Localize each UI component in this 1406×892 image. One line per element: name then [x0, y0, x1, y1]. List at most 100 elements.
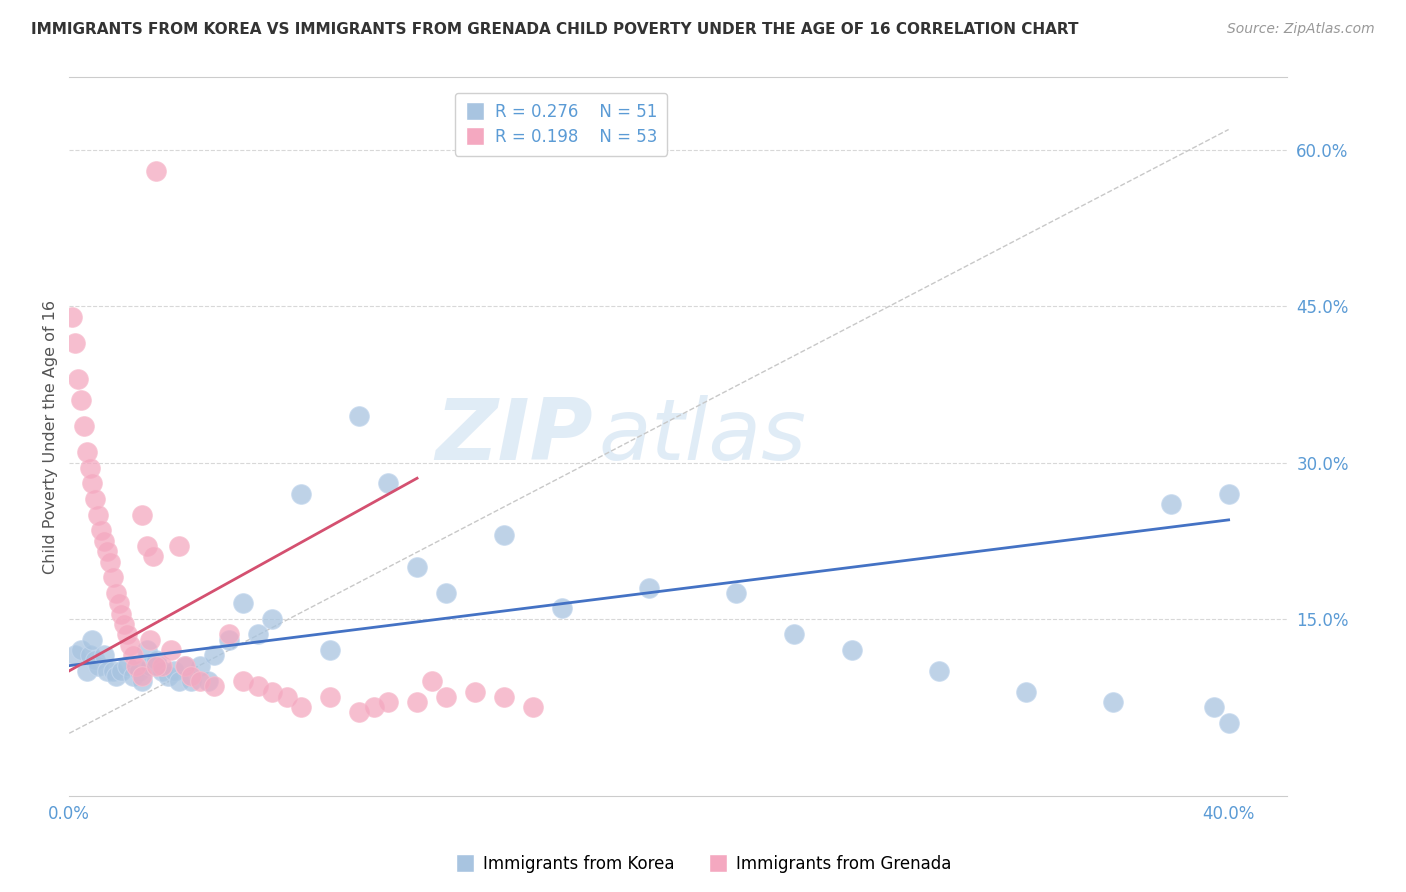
- Point: [928, 664, 950, 678]
- Point: [290, 700, 312, 714]
- Point: [262, 612, 284, 626]
- Point: [180, 669, 202, 683]
- Point: [87, 508, 110, 522]
- Point: [1160, 497, 1182, 511]
- Point: [232, 674, 254, 689]
- Text: ZIP: ZIP: [434, 395, 593, 478]
- Point: [406, 559, 429, 574]
- Legend: Immigrants from Korea, Immigrants from Grenada: Immigrants from Korea, Immigrants from G…: [449, 848, 957, 880]
- Point: [93, 648, 115, 663]
- Point: [1101, 695, 1123, 709]
- Point: [112, 617, 135, 632]
- Text: atlas: atlas: [599, 395, 807, 478]
- Point: [136, 643, 159, 657]
- Point: [246, 627, 269, 641]
- Point: [420, 674, 443, 689]
- Point: [122, 648, 145, 663]
- Point: [783, 627, 806, 641]
- Point: [76, 445, 98, 459]
- Point: [125, 658, 148, 673]
- Point: [120, 638, 142, 652]
- Point: [96, 544, 118, 558]
- Point: [347, 409, 370, 423]
- Point: [115, 627, 138, 641]
- Point: [363, 700, 385, 714]
- Point: [262, 684, 284, 698]
- Point: [377, 695, 399, 709]
- Point: [492, 690, 515, 704]
- Point: [98, 555, 121, 569]
- Y-axis label: Child Poverty Under the Age of 16: Child Poverty Under the Age of 16: [44, 300, 58, 574]
- Point: [145, 164, 167, 178]
- Point: [232, 596, 254, 610]
- Point: [841, 643, 863, 657]
- Point: [180, 674, 202, 689]
- Point: [174, 658, 197, 673]
- Point: [1218, 487, 1240, 501]
- Point: [434, 586, 457, 600]
- Point: [131, 508, 153, 522]
- Point: [79, 460, 101, 475]
- Point: [145, 653, 167, 667]
- Point: [84, 653, 107, 667]
- Point: [1204, 700, 1226, 714]
- Point: [69, 393, 91, 408]
- Point: [82, 476, 104, 491]
- Point: [101, 664, 124, 678]
- Point: [246, 680, 269, 694]
- Point: [202, 680, 225, 694]
- Point: [276, 690, 298, 704]
- Point: [90, 523, 112, 537]
- Point: [69, 643, 91, 657]
- Point: [202, 648, 225, 663]
- Point: [150, 658, 173, 673]
- Point: [96, 664, 118, 678]
- Point: [218, 627, 240, 641]
- Point: [218, 632, 240, 647]
- Point: [347, 706, 370, 720]
- Point: [139, 632, 162, 647]
- Point: [638, 581, 661, 595]
- Point: [145, 658, 167, 673]
- Point: [290, 487, 312, 501]
- Point: [724, 586, 747, 600]
- Point: [156, 669, 179, 683]
- Point: [104, 586, 127, 600]
- Point: [131, 674, 153, 689]
- Point: [131, 669, 153, 683]
- Point: [142, 549, 165, 564]
- Point: [93, 533, 115, 548]
- Point: [87, 658, 110, 673]
- Point: [84, 491, 107, 506]
- Point: [522, 700, 544, 714]
- Point: [110, 607, 132, 621]
- Point: [115, 658, 138, 673]
- Point: [492, 528, 515, 542]
- Point: [551, 601, 574, 615]
- Point: [101, 570, 124, 584]
- Point: [73, 419, 96, 434]
- Point: [162, 664, 184, 678]
- Point: [122, 669, 145, 683]
- Point: [1015, 684, 1038, 698]
- Point: [150, 664, 173, 678]
- Point: [169, 674, 191, 689]
- Point: [60, 310, 83, 324]
- Point: [107, 596, 129, 610]
- Point: [139, 658, 162, 673]
- Point: [464, 684, 486, 698]
- Point: [188, 674, 211, 689]
- Text: Source: ZipAtlas.com: Source: ZipAtlas.com: [1227, 22, 1375, 37]
- Point: [319, 690, 342, 704]
- Point: [377, 476, 399, 491]
- Point: [76, 664, 98, 678]
- Point: [188, 658, 211, 673]
- Point: [174, 658, 197, 673]
- Point: [319, 643, 342, 657]
- Text: IMMIGRANTS FROM KOREA VS IMMIGRANTS FROM GRENADA CHILD POVERTY UNDER THE AGE OF : IMMIGRANTS FROM KOREA VS IMMIGRANTS FROM…: [31, 22, 1078, 37]
- Point: [66, 372, 89, 386]
- Point: [104, 669, 127, 683]
- Point: [169, 539, 191, 553]
- Point: [63, 335, 86, 350]
- Point: [159, 643, 181, 657]
